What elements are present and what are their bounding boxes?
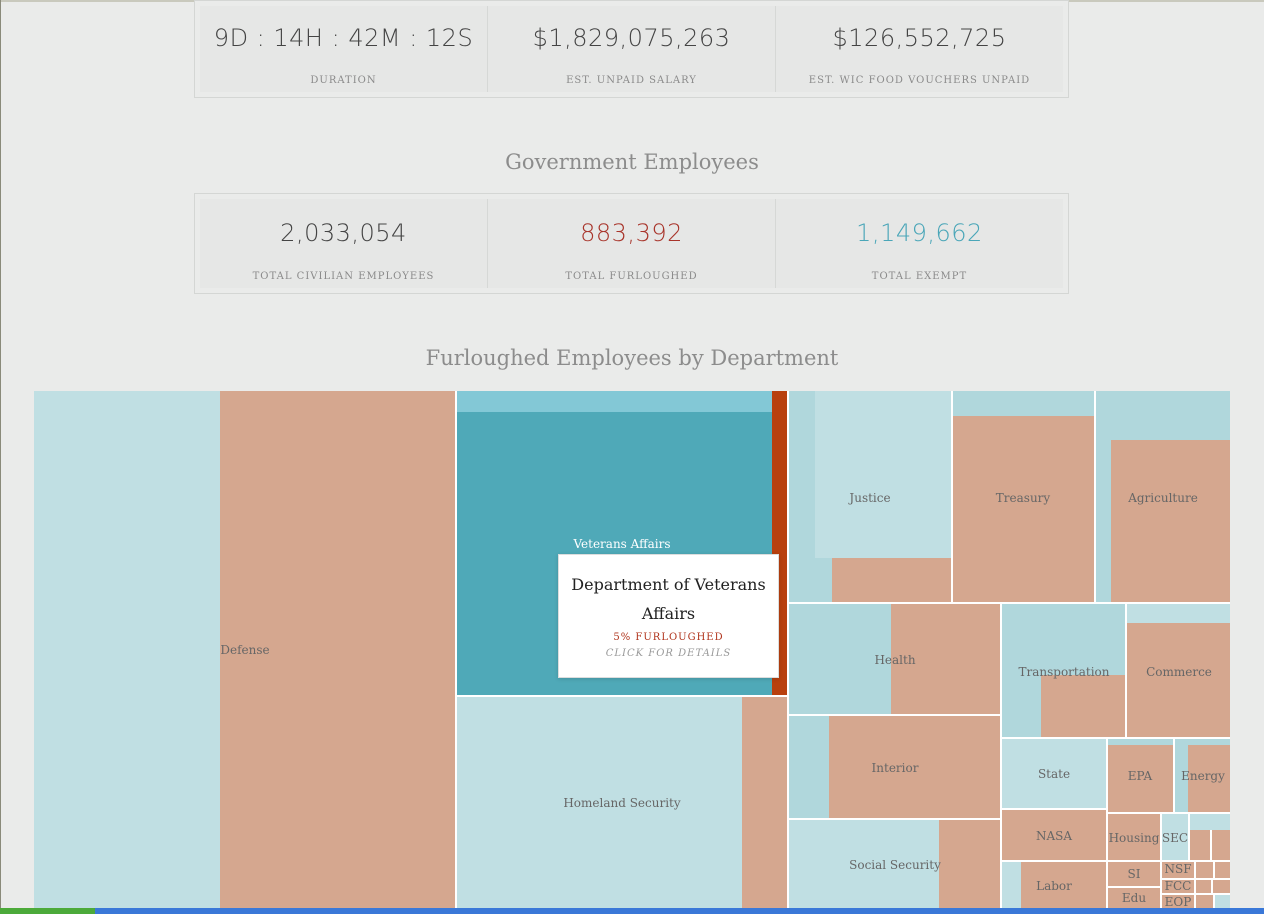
agriculture-furloughed-cell[interactable] — [1111, 440, 1230, 602]
commerce-furloughed-cell[interactable] — [1127, 623, 1230, 737]
si-furloughed-cell[interactable] — [1108, 862, 1160, 886]
window-left-border — [0, 0, 1, 914]
social-security-furloughed-cell[interactable] — [939, 820, 1000, 908]
employees-section-title: Government Employees — [505, 150, 759, 174]
tooltip-furlough-percent: 5% FURLOUGHED — [613, 632, 724, 643]
small-agency-4-cell[interactable] — [1196, 862, 1213, 878]
dept-label-labor: Labor — [1036, 879, 1072, 893]
small-agency-9-cell[interactable] — [1215, 895, 1230, 908]
wic-vouchers-stat: $126,552,725 EST. WIC FOOD VOUCHERS UNPA… — [776, 6, 1063, 92]
dept-label-defense: Defense — [220, 643, 270, 657]
total-exempt-label: TOTAL EXEMPT — [871, 271, 968, 282]
dept-label-nsf: NSF — [1164, 862, 1192, 876]
dept-label-veterans-affairs: Veterans Affairs — [573, 537, 671, 551]
homeland-security-exempt-cell[interactable] — [457, 697, 742, 908]
employee-stats-panel: 2,033,054 TOTAL CIVILIAN EMPLOYEES 883,3… — [194, 193, 1069, 294]
eop-furloughed-cell[interactable] — [1162, 895, 1194, 908]
treasury-furloughed-cell[interactable] — [953, 416, 1094, 602]
duration-label: DURATION — [310, 75, 377, 86]
small-agency-8-cell[interactable] — [1196, 895, 1213, 908]
dept-label-energy: Energy — [1181, 769, 1225, 783]
state-exempt-cell[interactable] — [1002, 739, 1106, 808]
nasa-furloughed-cell[interactable] — [1002, 810, 1106, 860]
tooltip-title: Department of Veterans Affairs — [571, 575, 766, 623]
small-agency-7-cell[interactable] — [1213, 880, 1230, 893]
furlough-treemap: Defense Veterans Affairs Homeland Security… — [34, 391, 1230, 908]
dept-label-homeland-security: Homeland Security — [563, 796, 681, 810]
total-furloughed-stat: 883,392 TOTAL FURLOUGHED — [488, 199, 776, 288]
dept-label-nasa: NASA — [1035, 829, 1073, 843]
sec-exempt-cell[interactable] — [1162, 814, 1188, 860]
justice-exempt-inner-cell[interactable] — [815, 391, 951, 558]
dept-label-transportation: Transportation — [1018, 665, 1110, 679]
dept-label-si: SI — [1127, 867, 1141, 881]
small-agency-6-cell[interactable] — [1196, 880, 1211, 893]
fcc-furloughed-cell[interactable] — [1162, 880, 1194, 893]
unpaid-salary-stat: $1,829,075,263 EST. UNPAID SALARY — [488, 6, 776, 92]
dept-label-edu: Edu — [1121, 891, 1147, 905]
nsf-furloughed-cell[interactable] — [1162, 862, 1194, 878]
dept-label-sec: SEC — [1161, 831, 1189, 845]
total-civilian-label: TOTAL CIVILIAN EMPLOYEES — [252, 271, 435, 282]
veterans-affairs-band-cell[interactable] — [457, 391, 772, 412]
dept-label-interior: Interior — [871, 761, 919, 775]
dept-label-eop: EOP — [1164, 895, 1192, 908]
small-agency-2-cell[interactable] — [1190, 830, 1210, 860]
total-exempt-stat: 1,149,662 TOTAL EXEMPT — [776, 199, 1063, 288]
homeland-security-furloughed-cell[interactable] — [742, 697, 787, 908]
interior-furloughed-cell[interactable] — [829, 716, 1000, 818]
health-furloughed-cell[interactable] — [891, 604, 1000, 714]
total-civilian-value: 2,033,054 — [280, 219, 407, 247]
defense-exempt-cell[interactable] — [34, 391, 220, 908]
transportation-furloughed-cell[interactable] — [1041, 675, 1125, 737]
dept-label-housing: Housing — [1108, 831, 1160, 845]
dept-label-state: State — [1037, 767, 1071, 781]
dept-label-agriculture: Agriculture — [1128, 491, 1198, 505]
epa-furloughed-cell[interactable] — [1108, 745, 1173, 812]
dept-label-justice: Justice — [849, 491, 891, 505]
department-tooltip[interactable]: Department of Veterans Affairs 5% FURLOU… — [558, 554, 779, 678]
total-exempt-value: 1,149,662 — [856, 219, 983, 247]
start-button[interactable] — [0, 908, 95, 914]
dept-label-epa: EPA — [1127, 769, 1153, 783]
dept-label-commerce: Commerce — [1146, 665, 1212, 679]
dept-label-treasury: Treasury — [995, 491, 1051, 505]
dept-label-fcc: FCC — [1164, 879, 1192, 893]
tooltip-details-link[interactable]: CLICK FOR DETAILS — [605, 648, 732, 659]
energy-furloughed-cell[interactable] — [1188, 745, 1230, 812]
labor-furloughed-cell[interactable] — [1021, 862, 1106, 908]
unpaid-salary-label: EST. UNPAID SALARY — [566, 75, 697, 86]
small-agency-5-cell[interactable] — [1215, 862, 1230, 878]
housing-furloughed-cell[interactable] — [1108, 814, 1160, 860]
shutdown-stats-panel: 9D : 14H : 42M : 12S DURATION $1,829,075… — [194, 0, 1069, 98]
total-civilian-stat: 2,033,054 TOTAL CIVILIAN EMPLOYEES — [200, 199, 488, 288]
social-security-exempt-cell[interactable] — [789, 820, 939, 908]
justice-furloughed-cell[interactable] — [832, 558, 951, 602]
total-furloughed-label: TOTAL FURLOUGHED — [565, 271, 698, 282]
os-taskbar — [0, 908, 1264, 914]
defense-furloughed-cell[interactable] — [220, 391, 455, 908]
wic-vouchers-value: $126,552,725 — [832, 24, 1007, 52]
treemap-title: Furloughed Employees by Department — [425, 346, 839, 370]
unpaid-salary-value: $1,829,075,263 — [532, 24, 731, 52]
small-agency-1-cell[interactable] — [1190, 814, 1230, 830]
dept-label-social-security: Social Security — [849, 858, 941, 872]
small-agency-3-cell[interactable] — [1212, 830, 1230, 860]
dept-label-health: Health — [874, 653, 916, 667]
total-furloughed-value: 883,392 — [580, 219, 683, 247]
edu-furloughed-cell[interactable] — [1108, 888, 1160, 908]
duration-stat: 9D : 14H : 42M : 12S DURATION — [200, 6, 488, 92]
duration-value: 9D : 14H : 42M : 12S — [213, 24, 474, 52]
wic-vouchers-label: EST. WIC FOOD VOUCHERS UNPAID — [808, 75, 1031, 86]
